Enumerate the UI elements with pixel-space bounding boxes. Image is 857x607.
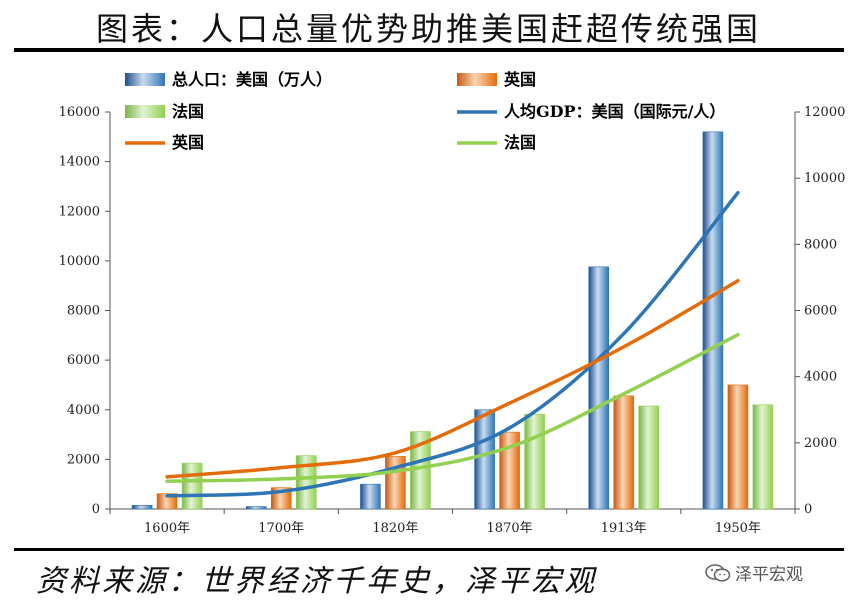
x-tick-label: 1600年 [144, 521, 190, 536]
x-tick-label: 1913年 [601, 521, 647, 536]
bar-fr-population [524, 413, 545, 510]
legend-swatch-fr-population [125, 105, 165, 118]
x-tick-label: 1950年 [715, 521, 761, 536]
legend-swatch-uk-population [457, 73, 497, 86]
bar-us-population [131, 504, 153, 510]
left-tick-label: 10000 [59, 254, 100, 269]
right-tick-label: 12000 [804, 105, 845, 120]
legend-label-uk-population: 英国 [503, 70, 536, 89]
x-tick-label: 1870年 [487, 521, 533, 536]
bar-fr-population [181, 462, 203, 510]
legend: 总人口：美国（万人） 英国 法国 人均GDP：美国（国际元/人） 英国 法国 [125, 70, 725, 152]
bar-us-population [702, 131, 724, 510]
left-tick-label: 0 [92, 502, 100, 517]
right-tick-label: 0 [804, 502, 812, 517]
legend-label-fr-population: 法国 [172, 102, 204, 121]
right-tick-label: 10000 [804, 171, 845, 186]
bar-us-population [588, 266, 610, 510]
brand-name: 泽平宏观 [735, 565, 803, 585]
right-axis-ticks: 0 2000 4000 6000 8000 10000 12000 [795, 105, 845, 517]
legend-label-us-gdp: 人均GDP：美国（国际元/人） [504, 102, 725, 121]
bar-fr-population [638, 405, 660, 510]
left-tick-label: 6000 [67, 353, 100, 368]
bar-uk-population [156, 493, 178, 510]
bar-us-population [474, 409, 495, 510]
left-tick-label: 8000 [67, 304, 100, 319]
right-tick-label: 8000 [804, 237, 837, 252]
left-tick-label: 12000 [59, 204, 100, 219]
bottom-divider [14, 548, 844, 551]
wechat-icon [705, 563, 731, 582]
line-uk-gdp [165, 278, 740, 479]
bar-uk-population [613, 395, 635, 510]
right-tick-label: 6000 [804, 304, 837, 319]
line-fr-gdp [165, 332, 740, 483]
line-us-gdp [165, 190, 740, 498]
bar-us-population [360, 483, 381, 510]
axes [109, 112, 796, 510]
left-tick-label: 16000 [59, 105, 100, 120]
chart-title: 图表：人口总量优势助推美国赶超传统强国 [95, 10, 761, 48]
left-axis-ticks: 0 2000 4000 6000 8000 10000 12000 14000 16000 [59, 105, 110, 517]
left-tick-label: 2000 [67, 452, 100, 467]
bar-uk-population [727, 384, 749, 510]
lines [165, 190, 740, 498]
chart: 0 2000 4000 6000 8000 10000 12000 14000 16000 0 2… [59, 70, 846, 536]
left-tick-label: 14000 [59, 155, 100, 170]
bar-fr-population [752, 404, 774, 510]
left-tick-label: 4000 [67, 403, 100, 418]
legend-label-us-population: 总人口：美国（万人） [172, 70, 332, 89]
top-divider [14, 48, 844, 52]
source-note: 资料来源：世界经济千年史，泽平宏观 [36, 564, 597, 599]
right-tick-label: 2000 [804, 436, 837, 451]
brand-badge: 泽平宏观 [705, 560, 803, 585]
bar-fr-population [295, 455, 317, 510]
x-axis-ticks: 1600年 1700年 1820年 1870年 1913年 1950年 [109, 509, 796, 536]
legend-label-fr-gdp: 法国 [504, 133, 536, 152]
x-tick-label: 1820年 [372, 521, 418, 536]
right-tick-label: 4000 [804, 370, 837, 385]
bar-uk-population [499, 431, 520, 510]
legend-swatch-us-population [125, 73, 165, 86]
legend-label-uk-gdp: 英国 [171, 133, 204, 152]
bar-us-population [245, 506, 267, 510]
x-tick-label: 1700年 [258, 521, 304, 536]
